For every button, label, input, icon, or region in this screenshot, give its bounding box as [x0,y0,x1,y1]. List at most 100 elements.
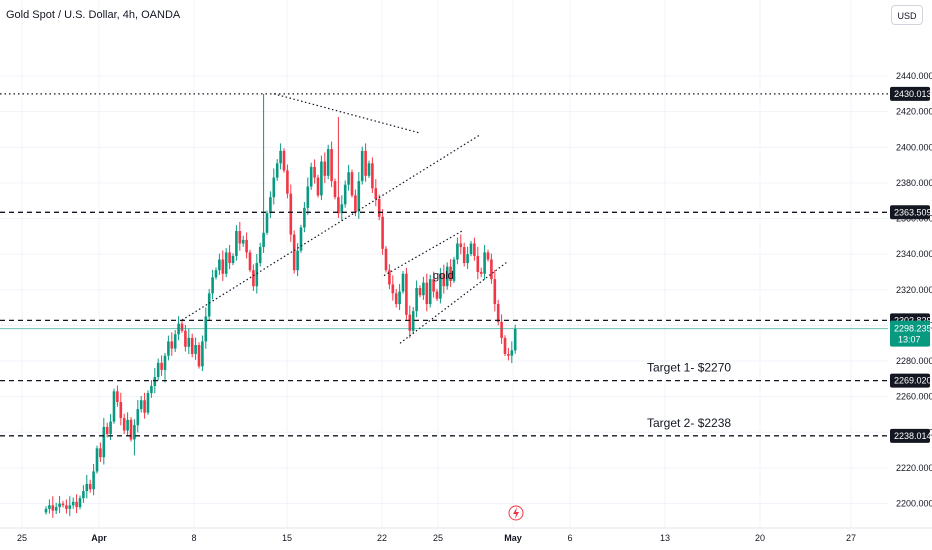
candle [503,335,507,357]
candle-body [449,266,452,281]
time-tick-label: 15 [282,533,292,543]
candle-body [456,243,459,260]
candle [309,162,313,190]
candle-body [78,498,82,508]
candle [143,392,146,419]
candle-body [58,503,61,508]
candle [496,299,500,326]
candle [326,144,330,180]
candle [71,497,75,509]
candle [88,479,92,493]
candle-body [510,350,514,356]
candle [347,164,350,191]
time-tick-label: May [504,533,522,543]
candle [350,169,354,198]
candle-body [65,505,68,509]
candle [401,271,405,294]
candle-body [180,323,184,331]
candle-body [394,293,398,305]
target-label: Target 2- $2238 [647,416,731,430]
candle-body [507,353,510,356]
candle [156,358,160,381]
candle-body [320,161,323,196]
candle [439,267,442,304]
candle-body [150,385,153,394]
time-tick-label: 13 [660,533,670,543]
candle-body [326,149,330,176]
candle-body [350,172,354,196]
candle [510,341,514,363]
symbol-title: Gold Spot / U.S. Dollar, 4h, OANDA [6,9,181,21]
candle [170,332,174,356]
candle [207,289,211,320]
candle [262,93,265,254]
current-price-value: 2298.235 [894,324,932,334]
candle-body [425,282,429,305]
price-tick-label: 2340.000 [896,249,932,259]
candle-body [411,311,415,331]
price-tick-label: 2200.000 [896,499,932,509]
candle [371,157,374,193]
candle-body [279,150,282,164]
candle-body [360,150,364,182]
triangle-lower-trendline [181,134,481,321]
candle [126,412,129,437]
candle-body [384,248,388,271]
candle [218,253,221,275]
candle-body [486,252,490,260]
candle-body [248,252,252,271]
candle-body [398,291,401,305]
candle-body [92,471,95,490]
candle [425,273,429,312]
candle-body [170,341,174,349]
currency-button[interactable]: USD [891,5,923,25]
candle-body [112,391,116,422]
candle-body [347,172,350,185]
candle-body [231,255,235,264]
time-axis[interactable]: 25 Apr 8 15 22 25 May 6 13 20 27 [0,527,932,543]
level-price-badge [890,86,930,101]
candle-body [160,362,163,370]
candle [476,246,480,280]
candle-body [116,391,119,403]
candle [197,342,201,369]
candle [415,280,418,318]
price-axis[interactable]: 2200.0002220.0002240.0002260.0002280.000… [888,0,932,528]
candle-body [197,345,201,367]
level-price-badge-text: 2302.829 [894,315,932,325]
candle [238,221,242,251]
candle [384,246,388,273]
candle [61,500,65,508]
level-price-badge [890,428,930,443]
time-tick-label: Apr [91,533,107,543]
candle-body [44,508,48,513]
candle [255,253,259,294]
candle [65,499,68,514]
time-tick-label: 8 [191,533,196,543]
candle-body [330,149,333,182]
candle-body [422,282,425,296]
candle [493,270,497,312]
candle-body [252,270,255,287]
candle [428,274,432,308]
candle [296,243,299,277]
price-tick-label: 2420.000 [896,107,932,117]
candle-body [275,163,279,178]
candle-body [218,259,221,271]
candle [44,506,48,515]
candle-body [258,247,262,264]
candle [513,324,517,354]
time-tick-label: 22 [377,533,387,543]
candle [377,194,381,221]
candle [479,267,483,278]
candle-body [262,232,265,248]
event-marker-icon[interactable] [508,505,524,521]
candles [44,93,517,518]
candle [323,152,327,184]
candle [330,141,333,188]
candle [112,388,116,424]
candle [160,355,163,376]
candle [119,392,123,426]
